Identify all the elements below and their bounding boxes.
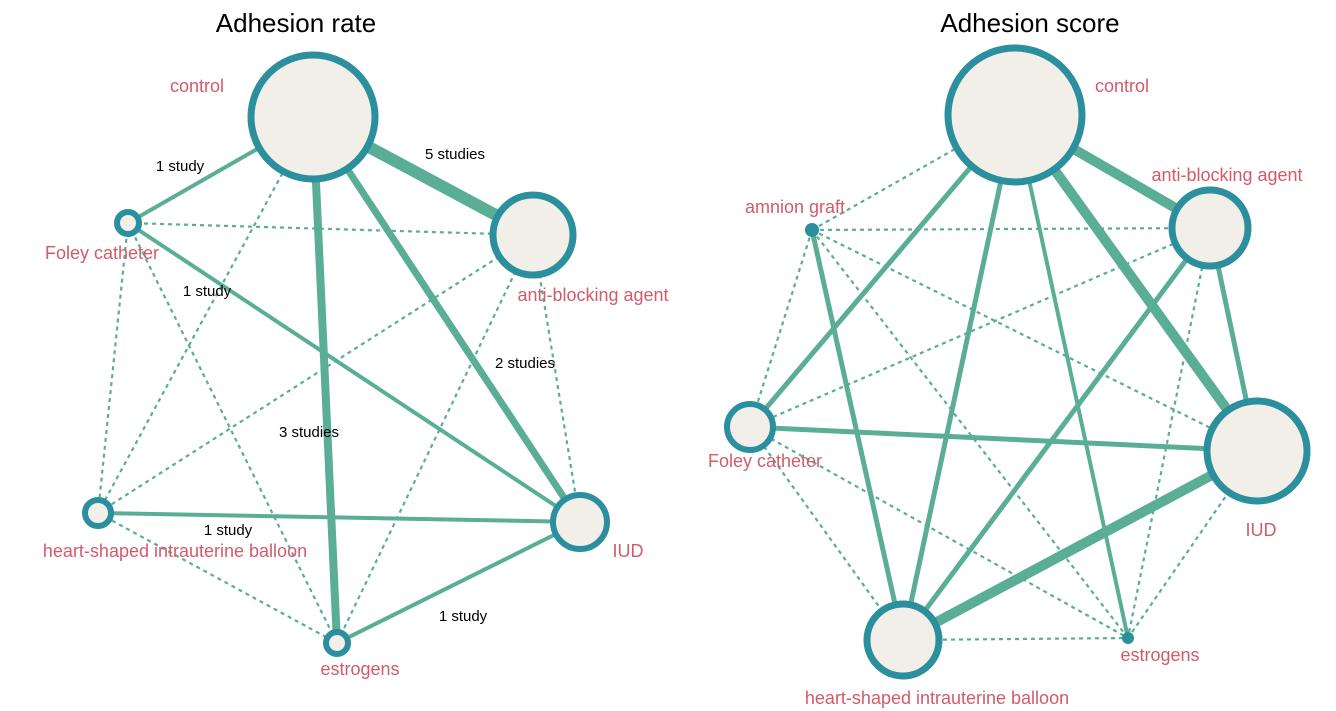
comparison-edge-indirect	[336, 234, 534, 644]
node-label: control	[1095, 76, 1149, 96]
comparison-edge	[900, 446, 1260, 645]
edge-label: 5 studies	[425, 146, 485, 163]
edge-label: 1 study	[439, 608, 488, 625]
comparison-edge-indirect	[811, 226, 1211, 232]
node-label: anti-blocking agent	[517, 285, 668, 305]
edge-label: 1 study	[183, 283, 232, 300]
comparison-edge	[809, 229, 906, 641]
treatment-node	[114, 209, 142, 237]
treatment-node	[82, 497, 114, 529]
comparison-edge-indirect	[749, 426, 904, 641]
treatment-node	[724, 401, 776, 453]
treatment-node	[247, 51, 379, 183]
treatment-node	[863, 600, 943, 680]
node-label: heart-shaped intrauterine balloon	[43, 541, 307, 561]
comparison-edge-indirect	[127, 222, 338, 644]
node-label: IUD	[613, 541, 644, 561]
comparison-edge	[1013, 114, 1130, 639]
comparison-edge-indirect	[1127, 450, 1258, 639]
comparison-edge-indirect	[811, 229, 1129, 639]
comparison-edge	[900, 114, 1018, 641]
comparison-edge-indirect	[749, 226, 1211, 429]
comparison-edge	[336, 520, 581, 645]
node-label: estrogens	[1120, 645, 1199, 665]
treatment-node	[1168, 186, 1252, 270]
node-label: estrogens	[320, 659, 399, 679]
edge-label: 2 studies	[495, 355, 555, 372]
edge-label: 1 study	[204, 522, 253, 539]
comparison-edge	[126, 221, 582, 524]
comparison-edge-indirect	[127, 221, 534, 237]
node-label: heart-shaped intrauterine balloon	[805, 688, 1069, 708]
comparison-edge-indirect	[748, 229, 814, 428]
node-label: Foley catheter	[708, 451, 822, 471]
edge-label: 3 studies	[279, 424, 339, 441]
treatment-node	[489, 191, 577, 279]
treatment-node	[550, 492, 610, 552]
comparison-edge-indirect	[97, 512, 338, 644]
node-label: amnion graft	[745, 197, 845, 217]
comparison-edge-indirect	[902, 636, 1129, 642]
comparison-edge	[900, 226, 1213, 642]
node-label: anti-blocking agent	[1151, 165, 1302, 185]
comparison-edge-indirect	[749, 426, 1129, 639]
comparison-edge	[310, 115, 583, 524]
comparison-edge	[749, 424, 1258, 454]
node-label: Foley catheter	[45, 243, 159, 263]
comparison-edge	[309, 116, 341, 644]
comparison-edge-indirect	[97, 234, 534, 514]
right-title: Adhesion score	[940, 8, 1119, 38]
comparison-edge-indirect	[1126, 227, 1212, 639]
node-label: control	[170, 76, 224, 96]
edge-label: 1 study	[156, 158, 205, 175]
treatment-node	[944, 44, 1086, 186]
treatment-node	[323, 629, 351, 657]
comparison-edge	[97, 511, 581, 524]
comparison-edge-indirect	[97, 116, 314, 514]
comparison-edge-indirect	[96, 222, 130, 514]
treatment-node	[1203, 397, 1311, 505]
treatment-node	[1122, 632, 1134, 644]
comparison-edge-indirect	[531, 234, 582, 523]
treatment-node	[805, 223, 819, 237]
node-label: IUD	[1246, 520, 1277, 540]
left-title: Adhesion rate	[216, 8, 376, 38]
